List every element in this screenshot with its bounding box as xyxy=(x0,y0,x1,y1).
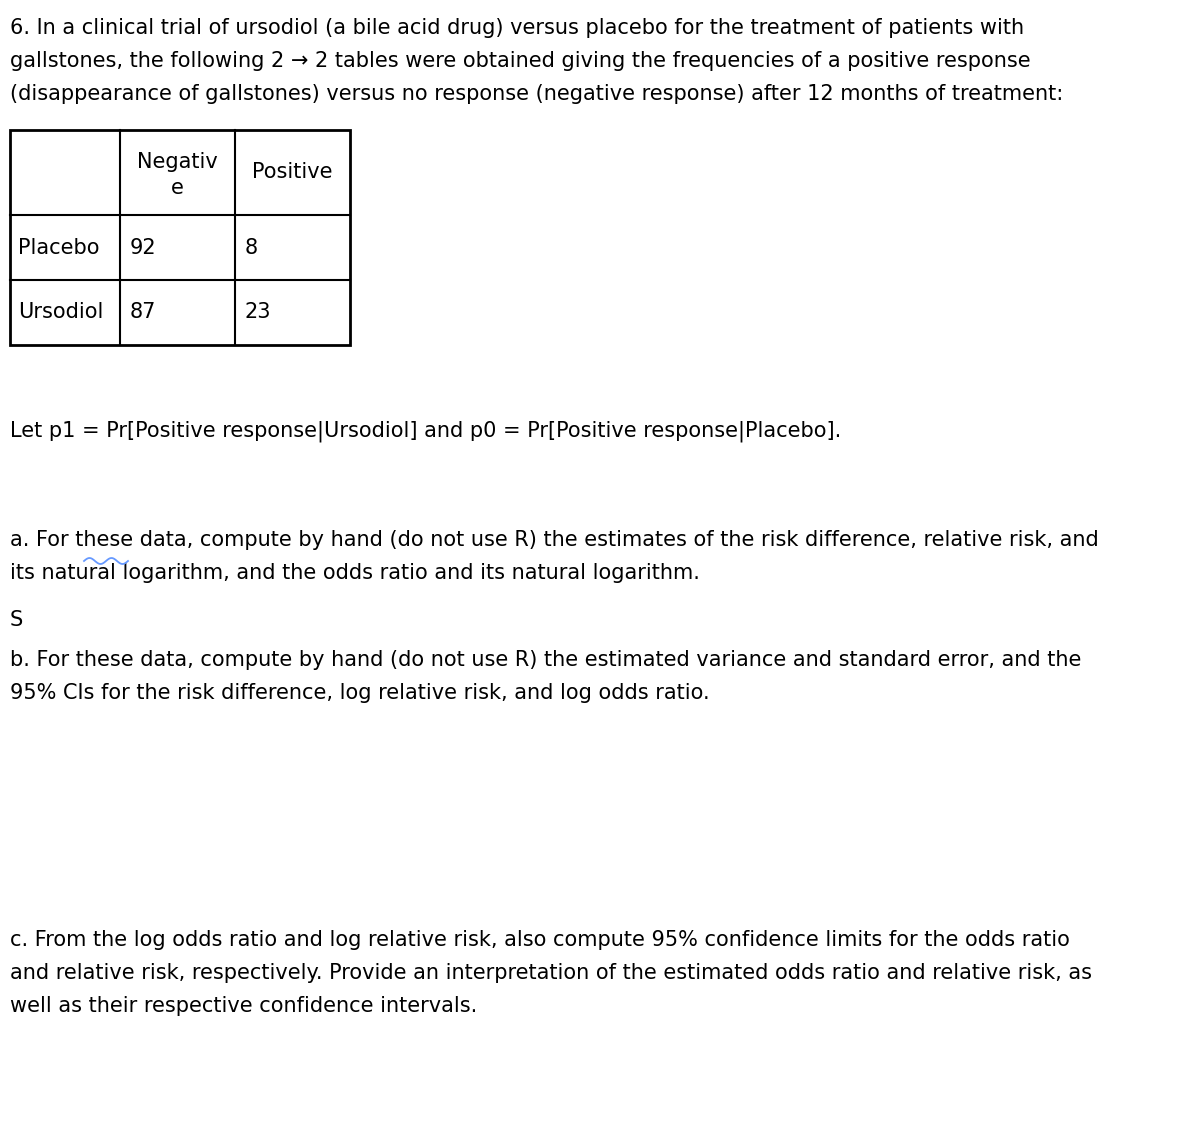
Text: its natural logarithm, and the odds ratio and its natural logarithm.: its natural logarithm, and the odds rati… xyxy=(10,563,700,583)
Text: 87: 87 xyxy=(130,303,156,322)
Text: 23: 23 xyxy=(245,303,271,322)
Text: Positive: Positive xyxy=(252,163,332,183)
Text: Let p1 = Pr[Positive response|Ursodiol] and p0 = Pr[Positive response|Placebo].: Let p1 = Pr[Positive response|Ursodiol] … xyxy=(10,420,841,442)
Text: gallstones, the following 2 → 2 tables were obtained giving the frequencies of a: gallstones, the following 2 → 2 tables w… xyxy=(10,51,1031,71)
Text: a. For these data, compute by hand (do not use R) the estimates of the risk diff: a. For these data, compute by hand (do n… xyxy=(10,530,1099,550)
Text: (disappearance of gallstones) versus no response (negative response) after 12 mo: (disappearance of gallstones) versus no … xyxy=(10,84,1063,104)
Text: e: e xyxy=(172,179,184,199)
Text: 6. In a clinical trial of ursodiol (a bile acid drug) versus placebo for the tre: 6. In a clinical trial of ursodiol (a bi… xyxy=(10,18,1024,38)
Text: 95% CIs for the risk difference, log relative risk, and log odds ratio.: 95% CIs for the risk difference, log rel… xyxy=(10,683,709,703)
Text: and relative risk, respectively. Provide an interpretation of the estimated odds: and relative risk, respectively. Provide… xyxy=(10,963,1092,983)
Text: 8: 8 xyxy=(245,237,258,258)
Text: well as their respective confidence intervals.: well as their respective confidence inte… xyxy=(10,996,478,1016)
Text: S: S xyxy=(10,610,23,631)
Text: Placebo: Placebo xyxy=(18,237,100,258)
Text: 92: 92 xyxy=(130,237,157,258)
Text: Ursodiol: Ursodiol xyxy=(18,303,103,322)
Text: b. For these data, compute by hand (do not use R) the estimated variance and sta: b. For these data, compute by hand (do n… xyxy=(10,650,1081,670)
Text: c. From the log odds ratio and log relative risk, also compute 95% confidence li: c. From the log odds ratio and log relat… xyxy=(10,930,1070,950)
Bar xyxy=(10,130,350,345)
Text: Negativ: Negativ xyxy=(137,153,218,173)
